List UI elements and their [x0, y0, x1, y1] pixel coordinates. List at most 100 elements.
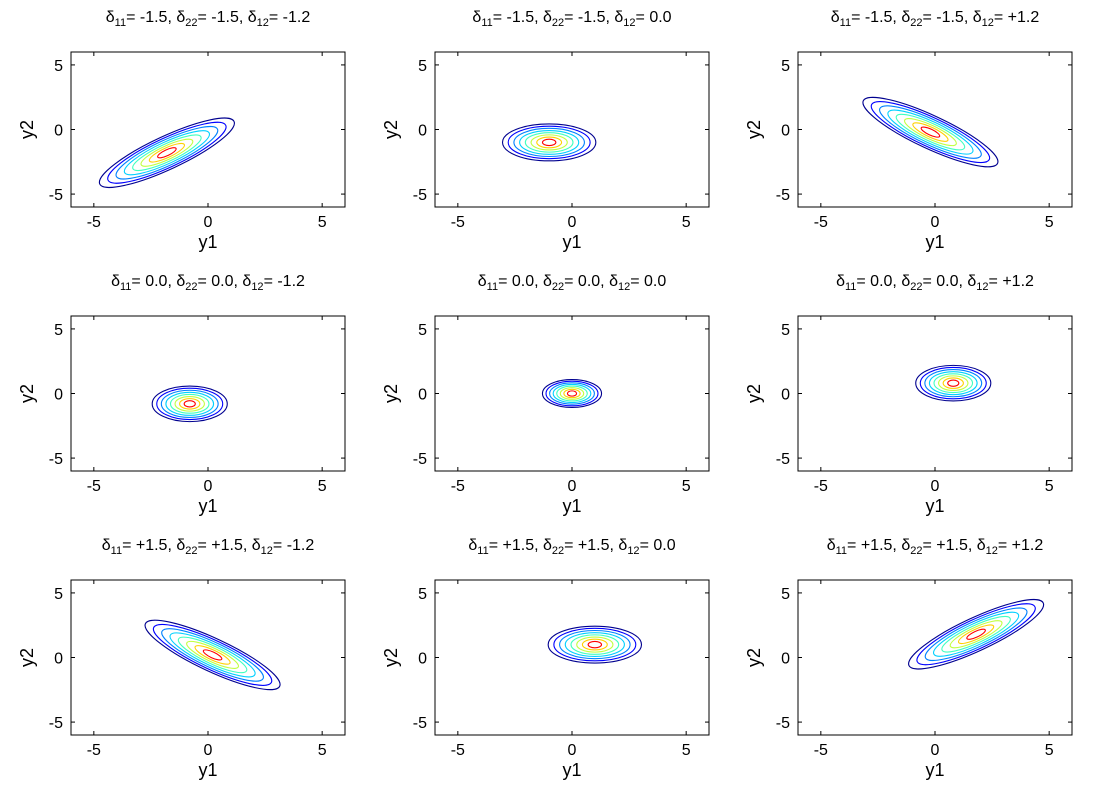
contour-level-8 [947, 379, 960, 387]
contour-level-8 [587, 640, 603, 649]
subplot-6: -5 0 5 5 0 -5 y1 y2 δ11= 0.0, δ22= 0.0, δ12= +1.… [744, 273, 1073, 516]
x-axis-label: y1 [198, 232, 217, 252]
contour-level-7 [194, 645, 231, 665]
y-axis-label: y2 [17, 384, 37, 403]
contour-level-7 [581, 638, 608, 651]
y-axis-label: y2 [744, 648, 764, 667]
contour-level-1 [541, 379, 603, 408]
axes-frame [434, 579, 710, 736]
subplot-5: -5 0 5 5 0 -5 y1 y2 δ11= 0.0, δ22= 0.0, δ12= 0.0 [381, 273, 710, 516]
contour-level-2 [916, 603, 1036, 666]
subplot-title: δ11= +1.5, δ22= +1.5, δ12= -1.2 [102, 537, 315, 557]
subplot-title: δ11= -1.5, δ22= -1.5, δ12= -1.2 [106, 9, 311, 29]
y-tick-label: 5 [418, 322, 427, 339]
contour-group [862, 96, 999, 168]
contour-level-6 [559, 387, 585, 400]
y-tick-label: 5 [781, 322, 790, 339]
x-tick-label: 0 [931, 214, 940, 231]
x-axis-label: y1 [562, 760, 581, 780]
contour-level-2 [507, 125, 591, 160]
contour-level-8 [541, 138, 557, 147]
contour-group [151, 385, 228, 423]
x-axis-label: y1 [198, 496, 217, 516]
y-tick-label: 5 [54, 58, 63, 75]
contour-level-1 [547, 625, 643, 664]
y-tick-label: 5 [781, 58, 790, 75]
y-tick-label: -5 [413, 187, 427, 204]
y-tick-label: 0 [781, 651, 790, 668]
y-tick-label: 5 [781, 586, 790, 603]
y-tick-label: -5 [49, 187, 63, 204]
contour-group [541, 379, 603, 408]
contour-level-6 [938, 375, 969, 392]
contour-level-5 [933, 373, 974, 394]
x-tick-label: -5 [814, 214, 828, 231]
contour-level-2 [156, 387, 224, 421]
contour-level-5 [556, 385, 588, 402]
contour-level-2 [870, 101, 991, 164]
y-tick-label: 0 [781, 387, 790, 404]
contour-level-1 [862, 96, 999, 168]
contour-group [501, 123, 597, 162]
x-tick-label: 0 [568, 214, 577, 231]
contour-level-8 [202, 649, 223, 661]
y-tick-label: 0 [418, 387, 427, 404]
contour-level-1 [908, 599, 1045, 670]
subplot-8: -5 0 5 5 0 -5 y1 y2 δ11= +1.5, δ22= +1.5, δ12= 0… [381, 537, 710, 780]
contour-level-5 [895, 113, 966, 151]
contour-group [144, 619, 281, 691]
x-tick-label: 5 [318, 742, 327, 759]
y-tick-label: 5 [54, 586, 63, 603]
y-tick-label: 0 [54, 123, 63, 140]
y-tick-label: -5 [413, 715, 427, 732]
x-tick-label: 0 [204, 478, 213, 495]
y-tick-label: -5 [413, 451, 427, 468]
contour-group [98, 117, 235, 188]
contour-level-2 [919, 366, 987, 400]
y-axis-label: y2 [381, 384, 401, 403]
contour-level-6 [949, 620, 1003, 649]
contour-level-8 [920, 126, 941, 138]
x-tick-label: 0 [568, 478, 577, 495]
subplot-title: δ11= 0.0, δ22= 0.0, δ12= -1.2 [111, 273, 305, 293]
contour-level-1 [915, 364, 992, 402]
x-tick-label: -5 [87, 478, 101, 495]
y-tick-label: -5 [776, 187, 790, 204]
y-axis-label: y2 [17, 648, 37, 667]
contour-group [547, 625, 643, 664]
contour-level-4 [123, 130, 210, 176]
contour-level-5 [570, 634, 620, 655]
axes-frame [434, 51, 710, 208]
contour-level-4 [564, 632, 625, 658]
subplot-title: δ11= -1.5, δ22= -1.5, δ12= 0.0 [472, 9, 671, 29]
subplot-9: -5 0 5 5 0 -5 y1 y2 δ11= +1.5, δ22= +1.5, δ12= +… [744, 537, 1073, 780]
contour-level-2 [107, 121, 227, 184]
contour-level-6 [530, 134, 568, 151]
contour-level-4 [552, 383, 592, 404]
axes-frame [434, 315, 710, 472]
contour-level-7 [148, 142, 186, 163]
x-axis-label: y1 [925, 760, 944, 780]
x-tick-label: -5 [451, 742, 465, 759]
contour-level-1 [144, 619, 281, 691]
contour-level-3 [559, 629, 631, 660]
contour-level-3 [160, 389, 219, 418]
y-axis-label: y2 [17, 120, 37, 139]
contour-level-3 [924, 607, 1028, 662]
subplot-4: -5 0 5 5 0 -5 y1 y2 δ11= 0.0, δ22= 0.0, δ12= -1.… [17, 273, 346, 516]
x-tick-label: 0 [931, 742, 940, 759]
contour-level-5 [524, 132, 574, 153]
contour-level-3 [513, 127, 585, 158]
subplot-title: δ11= +1.5, δ22= +1.5, δ12= +1.2 [827, 537, 1044, 557]
y-tick-label: 0 [54, 651, 63, 668]
y-tick-label: -5 [49, 715, 63, 732]
contour-level-3 [115, 125, 219, 180]
axes-frame [797, 579, 1073, 736]
y-tick-label: 0 [54, 387, 63, 404]
contour-level-5 [941, 615, 1011, 653]
contour-level-7 [957, 624, 995, 645]
y-tick-label: 0 [418, 123, 427, 140]
x-tick-label: 5 [1045, 214, 1054, 231]
x-axis-label: y1 [562, 232, 581, 252]
